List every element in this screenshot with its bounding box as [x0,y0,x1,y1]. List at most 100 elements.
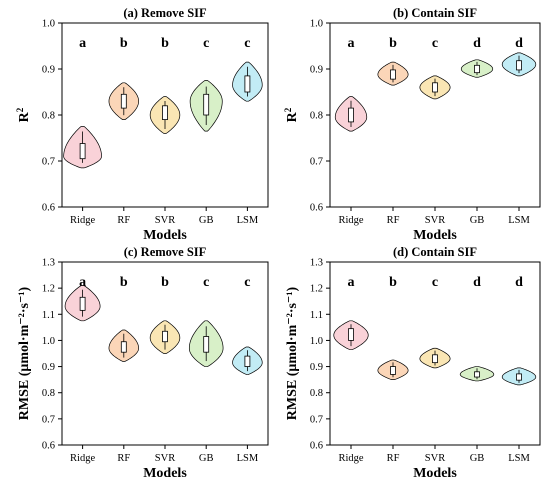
violin-box [390,366,396,375]
x-tick-label: LSM [508,453,530,464]
y-tick-label: 1.1 [310,310,323,321]
y-axis-label: R2 [283,107,300,122]
violin-box [203,336,210,353]
significance-letter: a [348,36,355,51]
x-tick-label: LSM [237,453,259,464]
y-tick-label: 0.6 [42,441,55,452]
violin-box [474,64,480,74]
x-axis-label: Models [143,466,187,481]
x-tick-label: SVR [425,453,445,464]
violin-box [516,373,522,381]
panel-title: (c) Remove SIF [124,245,207,259]
violin-box [79,143,86,160]
x-tick-label: LSM [237,215,259,226]
violin-box [162,330,168,343]
violin-box [120,93,127,109]
significance-letter: b [389,36,397,51]
significance-letter: c [244,275,250,290]
y-tick-label: 0.8 [310,111,323,122]
x-tick-label: RF [387,215,400,226]
y-tick-label: 0.6 [310,203,323,214]
significance-letter: c [203,36,209,51]
y-tick-label: 1.0 [42,336,55,347]
significance-letter: b [120,36,128,51]
panel-title: (d) Contain SIF [393,245,477,259]
y-tick-label: 1.1 [42,310,55,321]
y-tick-label: 0.9 [42,65,55,76]
y-tick-label: 0.9 [42,362,55,373]
y-tick-label: 1.2 [310,284,323,295]
violin-box [432,82,438,93]
significance-letter: b [120,275,128,290]
violin-box [348,107,354,123]
panel-3: (c) Remove SIF 0.6 0.7 0.8 0.9 1.0 1.1 1.2 1.3 Ri… [17,245,269,481]
x-tick-label: LSM [508,215,530,226]
x-tick-label: RF [387,453,400,464]
y-tick-label: 0.7 [310,414,323,425]
x-tick-label: Ridge [70,215,95,226]
x-tick-label: RF [117,453,130,464]
y-tick-label: 0.7 [42,414,55,425]
significance-letter: c [244,36,250,51]
x-axis-label: Models [413,228,457,243]
y-tick-label: 1.2 [42,284,55,295]
significance-letter: d [473,275,481,290]
x-axis-label: Models [413,466,457,481]
significance-letter: d [515,275,523,290]
violin-box [244,355,251,367]
significance-letter: c [432,36,438,51]
violin-box [474,371,480,378]
y-axis-label: R2 [15,107,32,122]
y-tick-label: 0.9 [310,65,323,76]
x-tick-label: GB [199,215,214,226]
y-tick-label: 0.6 [310,441,323,452]
violin-box [244,75,251,93]
violin-box [120,341,127,353]
y-tick-label: 0.8 [42,388,55,399]
x-tick-label: GB [470,215,485,226]
x-tick-label: SVR [155,453,175,464]
y-axis-label: RMSE (μmol·m⁻²·s⁻¹) [285,286,300,420]
y-tick-label: 0.9 [310,362,323,373]
significance-letter: d [473,36,481,51]
y-tick-label: 0.8 [310,388,323,399]
y-tick-label: 1.3 [310,258,323,269]
panel-4: (d) Contain SIF 0.6 0.7 0.8 0.9 1.0 1.1 1.2 1.3 R… [285,245,541,481]
y-tick-label: 0.8 [42,111,55,122]
x-tick-label: GB [199,453,214,464]
violin-box [162,105,168,121]
y-tick-label: 0.7 [42,157,55,168]
y-tick-label: 0.7 [310,157,323,168]
significance-letter: c [203,275,209,290]
y-axis-label: RMSE (μmol·m⁻²·s⁻¹) [17,286,32,420]
violin-box [390,69,396,80]
significance-letter: c [432,275,438,290]
x-tick-label: SVR [425,215,445,226]
significance-letter: a [79,36,86,51]
panel-2: (b) Contain SIF 0.6 0.7 0.8 0.9 1.0 Ridge RF SVR… [283,6,541,243]
violin-box [432,354,438,364]
violin-box [348,328,354,341]
x-axis-label: Models [143,228,187,243]
y-tick-label: 1.0 [310,336,323,347]
significance-letter: b [161,36,169,51]
x-tick-label: GB [470,453,485,464]
panel-title: (a) Remove SIF [123,6,207,20]
y-tick-label: 1.0 [310,19,323,30]
violin-box [79,296,86,311]
x-tick-label: Ridge [338,215,363,226]
y-tick-label: 1.0 [42,19,55,30]
panel-1: (a) Remove SIF 0.6 0.7 0.8 0.9 1.0 Ridge RF SVR G… [15,6,269,243]
violin-box [516,60,522,71]
x-tick-label: Ridge [70,453,95,464]
x-tick-label: Ridge [338,453,363,464]
x-tick-label: RF [117,215,130,226]
violin-box [203,93,210,116]
significance-letter: b [389,275,397,290]
significance-letter: a [348,275,355,290]
panel-title: (b) Contain SIF [393,6,477,20]
y-tick-label: 0.6 [42,203,55,214]
significance-letter: a [79,275,86,290]
x-tick-label: SVR [155,215,175,226]
